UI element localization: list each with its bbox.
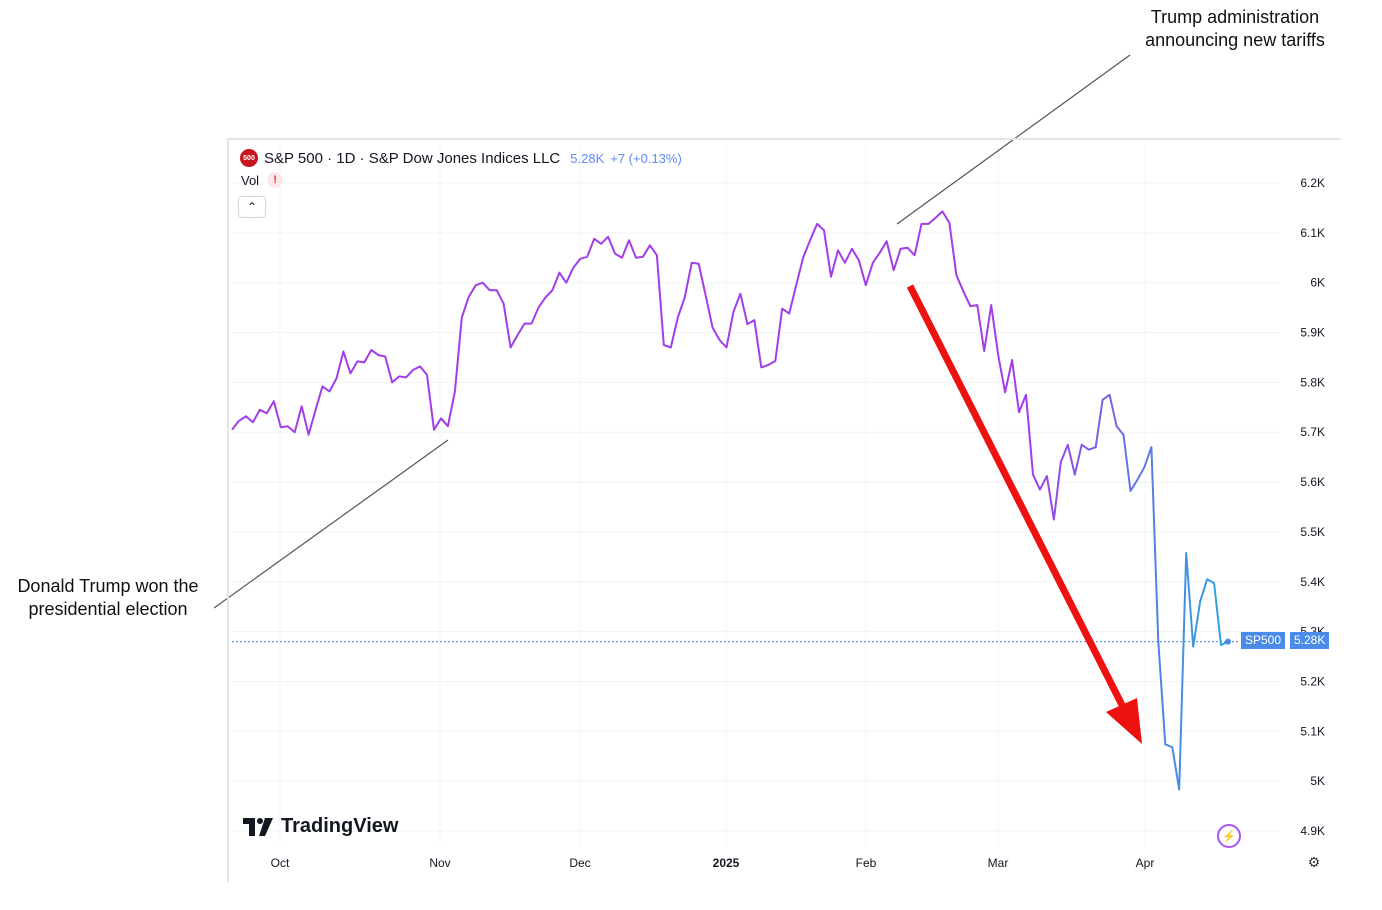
x-tick-label: 2025 xyxy=(713,856,740,870)
alert-icon[interactable]: ! xyxy=(267,172,284,188)
election-leader-line xyxy=(213,439,449,609)
y-tick-label: 6K xyxy=(1310,276,1325,290)
x-tick-label: Oct xyxy=(271,856,290,870)
x-tick-label: Nov xyxy=(429,856,450,870)
price-tag-value: 5.28K xyxy=(1290,632,1330,649)
y-tick-label: 5.8K xyxy=(1300,375,1325,389)
y-tick-label: 5.7K xyxy=(1300,425,1325,439)
header-change: +7 (+0.13%) xyxy=(610,150,682,166)
x-tick-label: Feb xyxy=(856,856,877,870)
y-tick-label: 5.1K xyxy=(1300,724,1325,738)
x-tick-label: Mar xyxy=(988,856,1009,870)
x-axis: Oct Nov Dec 2025 Feb Mar Apr xyxy=(271,856,1155,870)
chart-grid xyxy=(232,145,1280,845)
decline-arrow xyxy=(906,284,1142,744)
y-tick-label: 5.9K xyxy=(1300,326,1325,340)
y-tick-label: 5.2K xyxy=(1300,674,1325,688)
sp500-logo-icon: 500 xyxy=(240,149,258,167)
y-tick-label: 4.9K xyxy=(1300,824,1325,838)
symbol-header[interactable]: 500 S&P 500 · 1D · S&P Dow Jones Indices… xyxy=(240,147,682,169)
tradingview-wordmark: TradingView xyxy=(281,815,399,837)
chevron-up-icon: ⌃ xyxy=(246,200,258,214)
gear-icon[interactable]: ⚙ xyxy=(1307,853,1321,870)
series-line xyxy=(231,210,1229,791)
volume-indicator[interactable]: Vol ! xyxy=(241,172,284,188)
y-tick-label: 5.6K xyxy=(1300,475,1325,489)
chart-frame xyxy=(227,138,1341,882)
x-tick-label: Apr xyxy=(1136,856,1155,870)
tradingview-logo: TradingView xyxy=(243,815,398,838)
price-tag-symbol: SP500 xyxy=(1241,632,1287,649)
y-tick-label: 6.2K xyxy=(1300,176,1325,190)
vol-label: Vol xyxy=(241,172,260,188)
tradingview-logo-icon xyxy=(243,817,273,836)
x-tick-label: Dec xyxy=(569,856,590,870)
y-tick-label: 5K xyxy=(1310,774,1325,788)
y-tick-label: 5.4K xyxy=(1300,575,1325,589)
y-axis: 6.2K6.1K6K5.9K5.8K5.7K5.6K5.5K5.4K5.3K5.… xyxy=(1300,176,1325,838)
y-tick-label: 5.5K xyxy=(1300,525,1325,539)
symbol-title: S&P 500 · 1D · S&P Dow Jones Indices LLC xyxy=(264,149,561,167)
lightning-icon[interactable]: ⚡ xyxy=(1217,824,1241,848)
y-tick-label: 6.1K xyxy=(1300,226,1325,240)
annotation-tariffs: Trump administration announcing new tari… xyxy=(1145,7,1325,50)
last-point xyxy=(1225,638,1231,645)
header-price: 5.28K xyxy=(570,150,605,166)
annotation-election: Donald Trump won the presidential electi… xyxy=(17,576,199,619)
collapse-indicators-button[interactable]: ⌃ xyxy=(238,196,266,218)
